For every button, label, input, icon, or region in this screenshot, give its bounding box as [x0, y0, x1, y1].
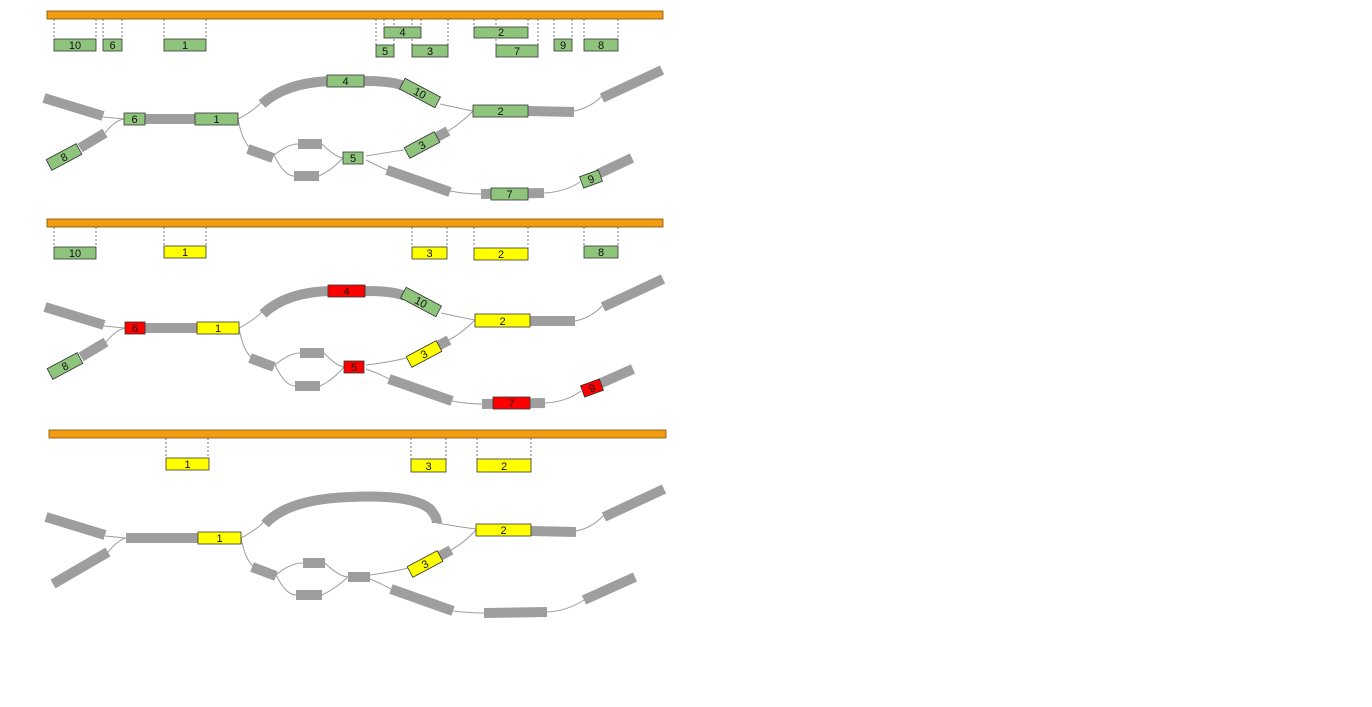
track-label: 7 — [508, 398, 514, 410]
ruler-block-2: 2 — [476, 458, 532, 473]
ruler-block-9: 9 — [553, 38, 573, 52]
timeline-bar — [48, 429, 667, 439]
track-block-6: 6 — [124, 321, 146, 335]
ruler-block-4: 4 — [383, 26, 422, 39]
ruler-block-3: 3 — [411, 44, 449, 58]
track-label: 1 — [213, 114, 219, 126]
track-block-2: 2 — [474, 313, 531, 328]
ruler-label: 3 — [425, 461, 431, 473]
track-label: 8 — [60, 360, 71, 373]
track-label: 3 — [419, 348, 430, 361]
ruler-label: 3 — [427, 46, 433, 58]
ruler-label: 2 — [501, 461, 507, 473]
track-block-3: 3 — [405, 340, 443, 368]
track-block-6: 6 — [123, 112, 146, 126]
ruler-block-8: 8 — [583, 38, 619, 52]
panel-2: 10 1 3 2 8 — [43, 218, 666, 410]
track-segments — [42, 65, 665, 199]
connector-lines — [102, 95, 603, 195]
ruler-block-2: 2 — [473, 26, 529, 39]
ruler-block-6: 6 — [102, 38, 123, 52]
ruler-label: 10 — [69, 40, 81, 52]
track-label: 2 — [500, 525, 506, 537]
track-block-4: 4 — [327, 284, 366, 298]
track-label: 9 — [587, 382, 597, 395]
ruler-block-1: 1 — [163, 245, 207, 259]
track-block-7: 7 — [490, 187, 529, 201]
track-label: 6 — [131, 114, 137, 126]
track-label: 5 — [350, 153, 356, 165]
ruler-block-10: 10 — [53, 38, 97, 52]
track-block-4: 4 — [326, 74, 365, 88]
track-block-2: 2 — [472, 104, 529, 118]
ruler-label: 1 — [182, 40, 188, 52]
track-label: 5 — [351, 362, 357, 374]
ruler-label: 2 — [498, 27, 504, 39]
track-block-9: 9 — [580, 378, 604, 398]
ruler-block-1: 1 — [163, 38, 207, 52]
ruler-block-7: 7 — [495, 44, 539, 58]
ruler-label: 10 — [69, 248, 81, 260]
track-label: 2 — [497, 106, 503, 118]
ruler-label: 9 — [560, 40, 566, 52]
track-label: 6 — [132, 323, 138, 335]
track-block-1: 1 — [197, 531, 242, 545]
track-block-1: 1 — [194, 112, 239, 126]
track-label: 1 — [215, 323, 221, 335]
track-label: 1 — [216, 533, 222, 545]
ruler-label: 6 — [109, 40, 115, 52]
track-block-7: 7 — [492, 396, 531, 410]
track-block-2: 2 — [475, 523, 532, 537]
track-block-9: 9 — [579, 169, 603, 189]
track-label: 4 — [343, 286, 349, 298]
ruler-block-8: 8 — [583, 245, 619, 259]
timeline-bar — [46, 10, 664, 20]
ruler-block-1: 1 — [165, 457, 210, 471]
ruler-label: 7 — [514, 46, 520, 58]
track-label: 10 — [412, 295, 428, 311]
track-block-5: 5 — [342, 151, 364, 165]
track-block-8: 8 — [45, 143, 83, 171]
connector-lines — [104, 514, 605, 614]
track-block-3: 3 — [403, 131, 441, 159]
ruler-label: 8 — [598, 40, 604, 52]
track-block-10: 10 — [398, 77, 442, 109]
track-segments — [43, 274, 666, 409]
track-block-3: 3 — [406, 550, 444, 578]
ruler-label: 5 — [382, 46, 388, 58]
track-label: 7 — [506, 189, 512, 201]
ruler-label: 1 — [184, 459, 190, 471]
panel-3: 1 3 2 1 — [44, 429, 667, 618]
tick-lines — [53, 227, 619, 247]
track-label: 10 — [411, 86, 427, 102]
ruler-block-3: 3 — [410, 458, 447, 473]
track-block-1: 1 — [196, 321, 240, 335]
ruler-block-2: 2 — [473, 247, 529, 261]
ruler-block-10: 10 — [53, 246, 97, 260]
ruler-label: 1 — [182, 247, 188, 259]
track-label: 8 — [59, 151, 70, 164]
track-label: 2 — [499, 316, 505, 328]
tick-lines — [165, 438, 532, 459]
track-label: 4 — [342, 76, 348, 88]
ruler-block-3: 3 — [411, 246, 448, 260]
track-label: 3 — [417, 139, 428, 152]
ruler-label: 3 — [426, 248, 432, 260]
track-block-5: 5 — [343, 360, 365, 374]
track-label: 9 — [586, 173, 596, 186]
ruler-block-5: 5 — [375, 44, 395, 58]
track-label: 3 — [420, 558, 431, 571]
ruler-label: 4 — [399, 27, 405, 39]
panel-1: 10 6 1 4 5 3 2 7 9 8 — [42, 10, 665, 201]
connector-lines — [103, 304, 604, 405]
ruler-label: 2 — [498, 249, 504, 261]
tick-lines — [53, 19, 619, 45]
track-block-10: 10 — [399, 286, 443, 318]
ruler-label: 8 — [598, 247, 604, 259]
track-segments — [44, 484, 667, 618]
timeline-bar — [46, 218, 664, 228]
track-block-8: 8 — [46, 352, 84, 380]
